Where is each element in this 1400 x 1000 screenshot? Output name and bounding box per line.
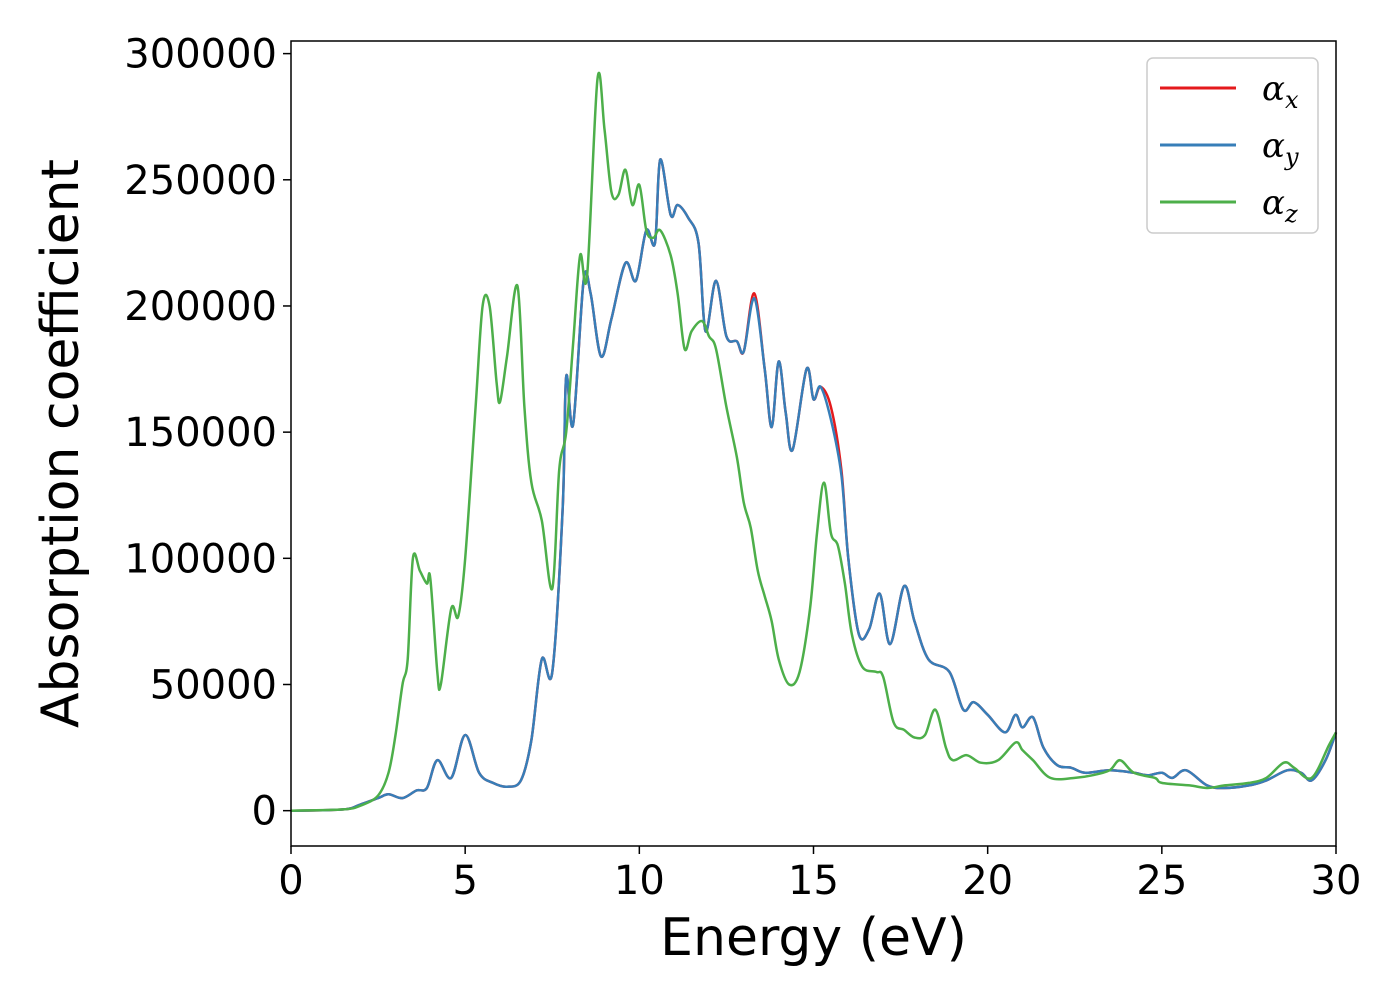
y-tick-label: 300000 [124, 32, 277, 78]
y-axis: 0 50000 100000 150000 200000 250000 300000 [124, 32, 291, 835]
series-line-alpha-x [290, 158, 1338, 812]
y-tick-label: 100000 [124, 536, 277, 582]
series-layer [290, 71, 1338, 812]
legend-label-alpha-z: αz [1262, 183, 1298, 228]
x-axis-title: Energy (eV) [660, 908, 967, 968]
x-tick-label: 0 [278, 858, 303, 904]
y-tick-label: 0 [252, 789, 277, 835]
x-tick-label: 25 [1136, 858, 1187, 904]
x-tick-label: 10 [614, 858, 665, 904]
x-tick-label: 30 [1311, 858, 1362, 904]
series-line-alpha-y [290, 158, 1338, 812]
y-axis-title: Absorption coefficient [31, 159, 91, 728]
series-line-alpha-z [290, 71, 1338, 812]
y-tick-label: 150000 [124, 410, 277, 456]
x-tick-label: 5 [452, 858, 477, 904]
x-tick-label: 20 [962, 858, 1013, 904]
y-tick-label: 200000 [124, 284, 277, 330]
legend-label-alpha-x: αx [1262, 69, 1299, 114]
y-tick-label: 250000 [124, 158, 277, 204]
legend: αx αy αz [1146, 57, 1319, 234]
y-tick-label: 50000 [150, 662, 277, 708]
legend-label-alpha-y: αy [1262, 126, 1299, 171]
x-axis: 0 5 10 15 20 25 30 [278, 846, 1361, 904]
x-tick-label: 15 [788, 858, 839, 904]
